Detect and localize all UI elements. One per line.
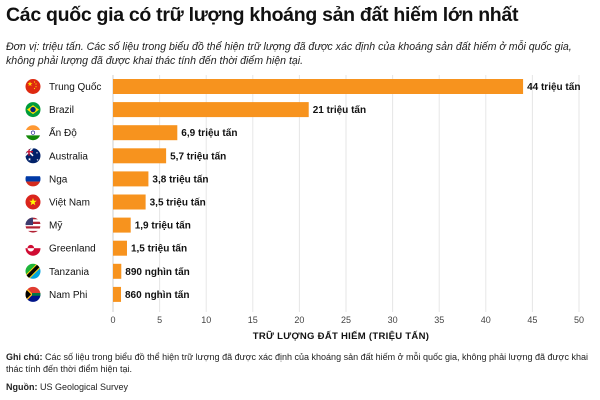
data-label: 6,9 triệu tấn <box>181 127 237 139</box>
data-label: 1,9 triệu tấn <box>135 220 191 232</box>
australia-flag-icon <box>25 148 41 164</box>
category-label: Brazil <box>49 105 74 116</box>
usa-flag-icon <box>25 217 41 233</box>
x-tick-label: 0 <box>110 315 115 325</box>
notes-text: Các số liệu trong biểu đồ thể hiện trữ l… <box>6 352 588 374</box>
data-label: 5,7 triệu tấn <box>170 150 226 162</box>
x-tick-label: 50 <box>574 315 584 325</box>
chart-title: Các quốc gia có trữ lượng khoáng sản đất… <box>6 4 519 26</box>
bar <box>113 102 309 118</box>
bar <box>113 125 178 141</box>
x-tick-label: 30 <box>388 315 398 325</box>
category-label: Việt Nam <box>49 198 90 209</box>
data-label: 3,5 triệu tấn <box>150 197 206 209</box>
category-label: Mỹ <box>49 221 62 232</box>
category-label: Nam Phi <box>49 290 87 301</box>
x-tick-label: 35 <box>434 315 444 325</box>
bar <box>113 148 167 164</box>
x-tick-label: 10 <box>201 315 211 325</box>
bar <box>113 171 149 187</box>
category-label: Ấn Độ <box>49 126 77 139</box>
brazil-flag-icon <box>25 102 41 118</box>
x-tick-label: 25 <box>341 315 351 325</box>
category-label: Australia <box>49 151 88 162</box>
data-label: 890 nghìn tấn <box>125 266 189 278</box>
chart-source: Nguồn: US Geological Survey <box>6 382 128 392</box>
vietnam-flag-icon <box>25 194 41 210</box>
chart-notes: Ghi chú: Các số liệu trong biểu đồ thể h… <box>6 351 591 375</box>
bar <box>113 79 524 94</box>
data-label: 860 nghìn tấn <box>125 289 189 301</box>
india-flag-icon <box>25 125 41 141</box>
china-flag-icon <box>25 79 41 94</box>
category-label: Greenland <box>49 244 96 255</box>
x-tick-label: 15 <box>248 315 258 325</box>
category-label: Nga <box>49 174 68 185</box>
notes-label: Ghi chú: <box>6 352 43 362</box>
chart-subtitle: Đơn vị: triệu tấn. Các số liệu trong biể… <box>6 41 572 67</box>
x-tick-label: 20 <box>294 315 304 325</box>
data-label: 3,8 triệu tấn <box>152 173 208 185</box>
data-label: 21 triệu tấn <box>313 104 366 116</box>
source-label: Nguồn: <box>6 382 38 392</box>
russia-flag-icon <box>25 171 41 187</box>
category-label: Trung Quốc <box>49 81 101 93</box>
x-axis-label: TRỮ LƯỢNG ĐẤT HIẾM (TRIỆU TẤN) <box>253 330 429 342</box>
bar <box>113 240 127 256</box>
data-label: 44 triệu tấn <box>527 81 580 93</box>
greenland-flag-icon <box>25 240 41 256</box>
tanzania-flag-icon <box>25 263 41 279</box>
x-tick-label: 40 <box>481 315 491 325</box>
bar <box>113 217 131 233</box>
bar <box>113 263 122 279</box>
x-tick-label: 45 <box>527 315 537 325</box>
source-text: US Geological Survey <box>40 382 129 392</box>
data-label: 1,5 triệu tấn <box>131 243 187 255</box>
bar <box>113 286 122 302</box>
south-africa-flag-icon <box>25 286 41 302</box>
category-label: Tanzania <box>49 267 89 278</box>
x-tick-label: 5 <box>157 315 162 325</box>
bar <box>113 194 146 210</box>
